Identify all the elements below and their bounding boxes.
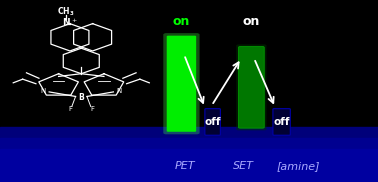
Text: F: F <box>68 106 72 112</box>
Text: F: F <box>91 106 94 112</box>
FancyBboxPatch shape <box>236 44 266 130</box>
Text: on: on <box>173 15 190 28</box>
FancyBboxPatch shape <box>239 47 264 128</box>
FancyBboxPatch shape <box>205 109 220 135</box>
FancyBboxPatch shape <box>273 109 290 135</box>
Text: off: off <box>273 117 290 127</box>
FancyBboxPatch shape <box>163 33 200 134</box>
Text: N: N <box>62 18 70 27</box>
Text: off: off <box>204 117 221 127</box>
Text: $\mathbf{CH_3}$: $\mathbf{CH_3}$ <box>57 6 75 18</box>
Text: on: on <box>243 15 260 28</box>
Text: B: B <box>78 93 84 102</box>
Text: PET: PET <box>175 161 195 171</box>
Bar <box>0 138 378 182</box>
Text: +: + <box>71 18 76 23</box>
Text: N: N <box>117 88 122 94</box>
Bar <box>0 127 378 182</box>
Bar <box>0 149 378 182</box>
Text: [amine]: [amine] <box>277 161 321 171</box>
FancyBboxPatch shape <box>167 36 196 132</box>
Text: SET: SET <box>233 161 254 171</box>
Text: N: N <box>41 88 46 94</box>
